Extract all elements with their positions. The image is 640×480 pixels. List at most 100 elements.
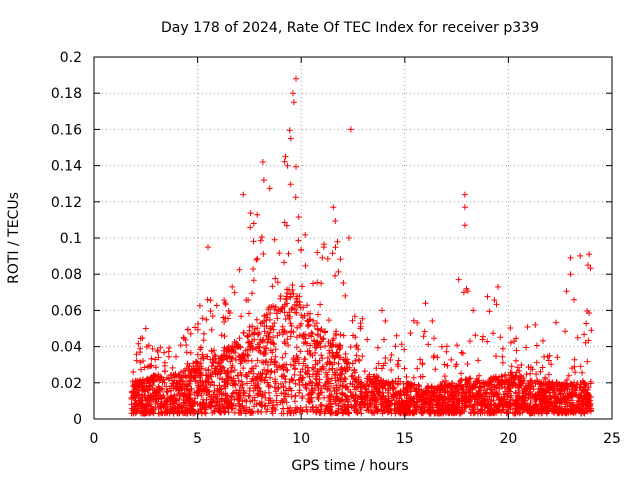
data-point [326,350,333,357]
data-point [235,377,242,384]
data-point [145,392,152,399]
data-point [222,301,229,308]
data-point [357,323,364,330]
data-point [449,380,456,387]
data-point [259,319,266,326]
data-point [188,385,195,392]
data-point [373,403,380,410]
data-point [531,393,538,399]
data-point [228,393,235,400]
data-point [352,392,359,399]
data-point [445,410,452,417]
chart-title: Day 178 of 2024, Rate Of TEC Index for r… [161,20,539,36]
data-points [128,75,595,417]
data-point [410,317,417,324]
data-point [386,406,393,413]
data-point [342,292,349,299]
data-point [417,356,424,363]
data-point [242,397,248,404]
data-point [289,90,296,97]
data-point [319,254,326,261]
data-point [190,374,197,381]
data-point [199,402,206,409]
data-point [423,394,430,401]
data-point [498,409,505,416]
data-point [338,403,344,410]
data-point [139,384,145,391]
data-point [281,158,288,165]
data-point [326,367,333,373]
data-point [253,316,260,323]
data-point [219,403,226,410]
data-point [149,345,156,352]
data-point [245,357,252,364]
data-point [169,404,176,411]
data-point [502,400,509,407]
data-point [323,369,329,376]
data-point [150,387,156,393]
data-point [566,393,573,400]
data-point [299,314,306,321]
data-point [375,360,382,367]
data-point [475,377,482,384]
data-point [270,334,277,341]
data-point [283,387,289,394]
data-point [250,266,257,272]
data-point [272,346,279,353]
data-point [240,191,247,198]
data-point [358,410,365,417]
data-point [478,397,485,404]
data-point [296,382,303,388]
data-point [197,377,204,384]
data-point [275,307,282,314]
data-point [259,359,265,366]
data-point [287,291,294,298]
data-point [586,251,593,258]
data-point [546,352,553,359]
data-point [316,409,323,416]
data-point [290,99,297,106]
data-point [254,255,261,262]
data-point [497,334,504,341]
data-point [288,376,295,383]
data-point [132,397,139,404]
data-point [317,301,324,308]
y-tick-label: 0.1 [60,231,82,247]
data-point [379,307,385,314]
data-point [296,299,303,306]
data-point [317,327,324,334]
data-point [292,393,299,400]
data-point [507,325,514,331]
data-point [228,405,235,412]
data-point [158,374,165,381]
data-point [173,353,179,360]
data-point [539,388,546,395]
data-point [381,336,387,343]
data-point [491,297,498,304]
data-point [410,374,417,381]
data-point [307,395,314,402]
data-point [187,349,194,356]
data-point [335,360,342,367]
data-point [138,366,144,373]
data-point [431,385,438,392]
data-point [269,339,275,346]
data-point [231,339,238,345]
data-point [418,403,425,410]
data-point [341,374,348,381]
data-point [221,319,228,325]
data-point [314,368,321,375]
data-point [498,373,505,380]
data-point [315,311,321,318]
data-point [372,394,379,401]
data-point [130,369,137,375]
data-point [333,400,339,407]
data-point [572,402,579,409]
data-point [362,392,369,399]
data-point [261,377,268,384]
data-point [458,370,465,377]
data-point [339,367,346,373]
data-point [414,365,421,372]
data-point [368,380,375,387]
data-point [533,359,540,366]
